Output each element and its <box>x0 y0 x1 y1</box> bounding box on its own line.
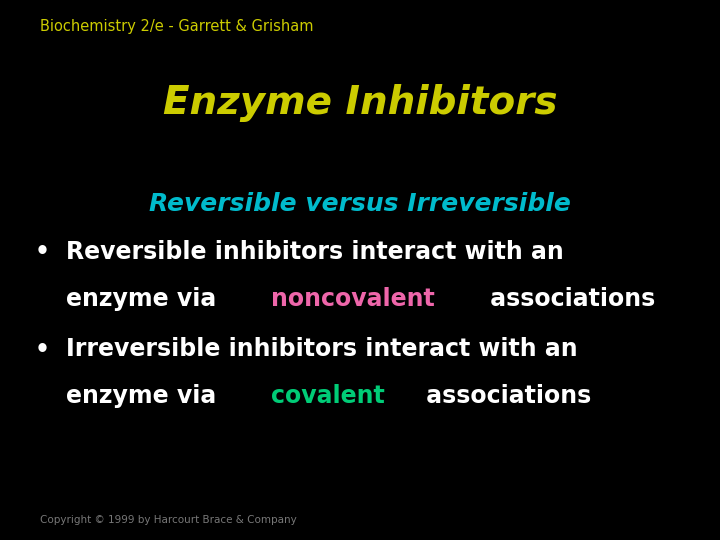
Text: covalent: covalent <box>271 384 384 408</box>
Text: Copyright © 1999 by Harcourt Brace & Company: Copyright © 1999 by Harcourt Brace & Com… <box>40 515 297 525</box>
Text: Reversible inhibitors interact with an: Reversible inhibitors interact with an <box>66 240 564 264</box>
Text: enzyme via: enzyme via <box>66 287 225 311</box>
Text: enzyme via: enzyme via <box>66 384 225 408</box>
Text: •: • <box>35 338 50 361</box>
Text: associations: associations <box>418 384 591 408</box>
Text: Enzyme Inhibitors: Enzyme Inhibitors <box>163 84 557 122</box>
Text: associations: associations <box>482 287 655 311</box>
Text: Biochemistry 2/e - Garrett & Grisham: Biochemistry 2/e - Garrett & Grisham <box>40 19 313 34</box>
Text: •: • <box>35 240 50 264</box>
Text: Irreversible inhibitors interact with an: Irreversible inhibitors interact with an <box>66 338 578 361</box>
Text: noncovalent: noncovalent <box>271 287 434 311</box>
Text: Reversible versus Irreversible: Reversible versus Irreversible <box>149 192 571 215</box>
